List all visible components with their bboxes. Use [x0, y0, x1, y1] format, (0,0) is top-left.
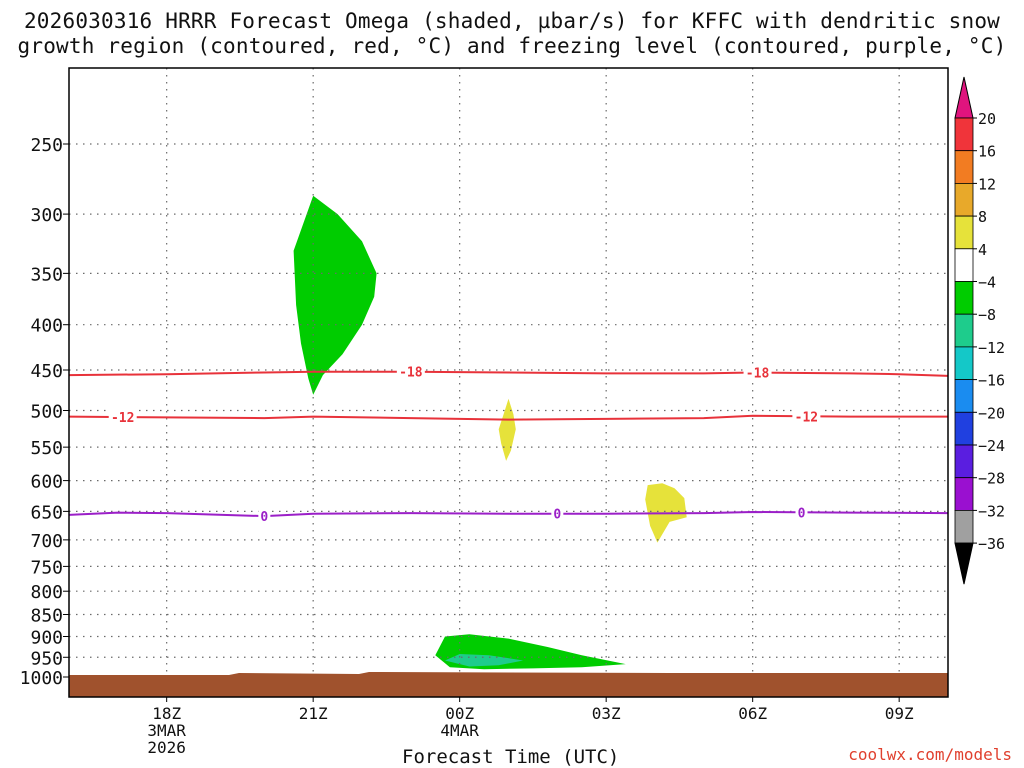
contour-label-bg: [551, 505, 564, 521]
contour-label-bg: [795, 504, 808, 520]
x-tick-year-label: 2026: [147, 738, 186, 757]
contour-label: 0: [260, 510, 268, 525]
ground-layer: [69, 672, 948, 697]
y-tick-label-400: 400: [30, 316, 63, 337]
contour-label: -12: [795, 410, 818, 425]
colorbar-segment-6: [954, 313, 974, 348]
omega-shading-layer: [293, 195, 687, 670]
contour-label: -12: [111, 411, 134, 426]
x-tick-label-03Z: 03Z: [592, 704, 621, 723]
colorbar-label-12: −32: [978, 502, 1005, 520]
y-tick-label-900: 900: [30, 627, 63, 648]
colorbar-segment-3: [954, 215, 974, 250]
colorbar-segment-5: [954, 281, 974, 315]
y-tick-label-1000: 1000: [20, 668, 63, 689]
colorbar-segment-1: [954, 150, 974, 184]
colorbar-label-5: −4: [978, 274, 996, 292]
colorbar-segment-10: [954, 444, 974, 479]
contour-label: -18: [746, 367, 770, 382]
contour-label-bg: [258, 508, 271, 524]
x-tick-label-00Z: 00Z: [445, 704, 474, 723]
colorbar-segment-11: [954, 477, 974, 511]
contour-layer: -18 -18 -12 -12 0 0 0: [68, 363, 949, 525]
plot-frame: [68, 67, 949, 698]
x-tick-date-label: 4MAR: [440, 721, 479, 740]
colorbar-segment-8: [954, 379, 974, 413]
colorbar-segment-9: [954, 411, 974, 446]
colorbar-segment-0: [954, 117, 974, 152]
y-tick-label-750: 750: [30, 557, 63, 578]
source-credit: coolwx.com/models: [848, 745, 1012, 764]
y-tick-label-450: 450: [30, 361, 63, 382]
x-tick-label-21Z: 21Z: [299, 704, 328, 723]
colorbar-label-3: 8: [978, 208, 987, 226]
x-axis-title: Forecast Time (UTC): [402, 746, 620, 768]
y-tick-label-950: 950: [30, 648, 63, 669]
omega-region-2: [445, 654, 524, 667]
y-tick-label-300: 300: [30, 205, 63, 226]
contour-label: -18: [399, 366, 423, 381]
x-tick-label-09Z: 09Z: [885, 704, 914, 723]
contour-label: 0: [798, 506, 806, 521]
colorbar-label-0: 20: [978, 110, 996, 128]
colorbar-label-2: 12: [978, 175, 996, 193]
y-tick-label-700: 700: [30, 531, 63, 552]
colorbar-top-arrow: [954, 76, 974, 119]
y-tick-label-600: 600: [30, 472, 63, 493]
contour-label-bg: [792, 408, 821, 424]
plot-background: [69, 68, 948, 697]
omega-region-0: [293, 195, 377, 395]
y-axis: 2503003504004505005506006507007508008509…: [20, 135, 69, 689]
colorbar-label-7: −12: [978, 339, 1005, 357]
colorbar-label-11: −28: [978, 470, 1005, 488]
colorbar-label-6: −8: [978, 306, 996, 324]
x-tick-label-18Z: 18Z: [152, 704, 181, 723]
ground-surface: [69, 672, 948, 697]
y-tick-label-650: 650: [30, 502, 63, 523]
contour-label: 0: [553, 508, 561, 523]
colorbar-label-10: −24: [978, 437, 1005, 455]
x-tick-label-06Z: 06Z: [738, 704, 767, 723]
y-tick-label-500: 500: [30, 402, 63, 423]
y-tick-label-850: 850: [30, 606, 63, 627]
chart-title-line1: 2026030316 HRRR Forecast Omega (shaded, …: [23, 9, 1001, 33]
colorbar-segment-2: [954, 182, 974, 217]
colorbar-label-4: 4: [978, 241, 987, 259]
contour-line-2: [68, 510, 949, 518]
colorbar-label-9: −20: [978, 404, 1005, 422]
colorbar-bottom-arrow: [954, 542, 974, 585]
colorbar-segment-12: [954, 509, 974, 544]
y-tick-label-800: 800: [30, 582, 63, 603]
colorbar-segment-7: [954, 346, 974, 380]
colorbar-label-13: −36: [978, 535, 1005, 553]
contour-line-1: [68, 414, 948, 421]
y-tick-label-250: 250: [30, 135, 63, 156]
colorbar-segment-4: [954, 248, 974, 282]
colorbar-label-1: 16: [978, 143, 996, 161]
plot-area: [69, 68, 948, 697]
omega-region-3: [498, 398, 516, 461]
y-tick-label-350: 350: [30, 264, 63, 285]
colorbar-label-8: −16: [978, 372, 1005, 390]
contour-line-0: [68, 370, 949, 377]
contour-label-bg: [743, 364, 772, 380]
chart-title-line2: growth region (contoured, red, °C) and f…: [17, 34, 1007, 58]
contour-label-bg: [108, 409, 137, 425]
colorbar: 20 16 12 8 4 −4 −8 −12 −16 −20 −24 −28 −32 −36: [954, 76, 1005, 585]
y-tick-label-550: 550: [30, 438, 63, 459]
x-tick-date-label: 3MAR: [147, 721, 186, 740]
contour-label-bg: [396, 363, 425, 379]
